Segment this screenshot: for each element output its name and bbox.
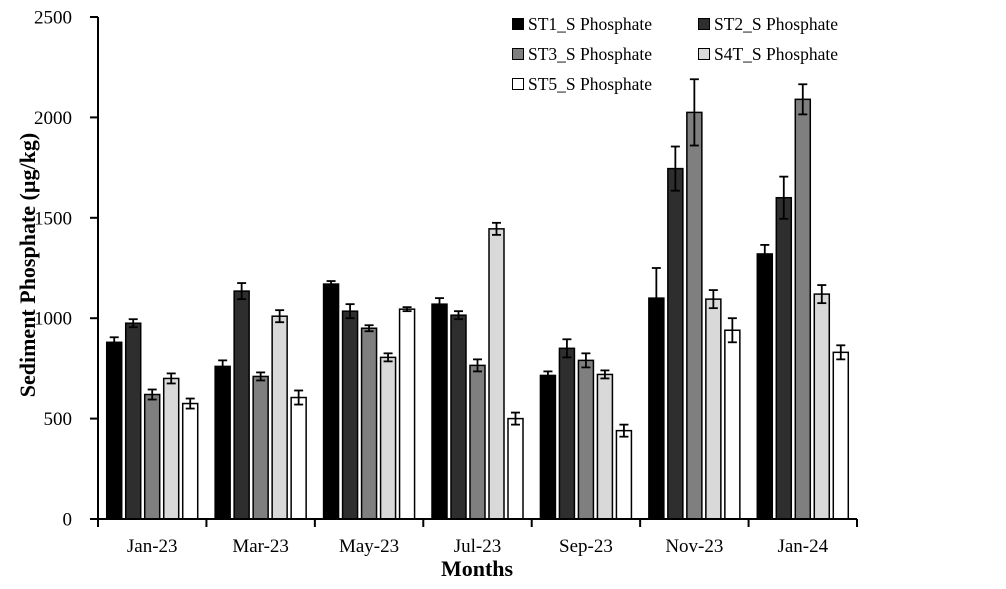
legend-marker-st1-icon bbox=[512, 18, 524, 30]
bar-st1-jan-24 bbox=[756, 253, 774, 520]
x-category-label: Sep-23 bbox=[559, 536, 613, 557]
chart-legend: ST1_S Phosphate ST2_S Phosphate ST3_S Ph… bbox=[512, 13, 838, 95]
bar-s4t-jan-24 bbox=[813, 293, 831, 520]
legend-label-s4t: S4T_S Phosphate bbox=[714, 43, 838, 64]
bar-st5-jan-24 bbox=[832, 351, 850, 520]
legend-marker-st2-icon bbox=[698, 18, 710, 30]
bar-st3-may-23 bbox=[360, 327, 378, 520]
bar-st1-may-23 bbox=[322, 283, 340, 520]
bar-st3-jan-23 bbox=[143, 393, 161, 520]
bar-st5-jul-23 bbox=[507, 417, 524, 520]
bar-st1-jul-23 bbox=[431, 303, 448, 520]
x-category-label: Jan-24 bbox=[777, 536, 828, 557]
x-category-label: Nov-23 bbox=[665, 536, 723, 557]
bar-st5-sep-23 bbox=[615, 429, 633, 520]
bar-st3-mar-23 bbox=[252, 375, 269, 520]
bar-st5-jan-23 bbox=[181, 402, 199, 520]
bar-s4t-may-23 bbox=[379, 356, 397, 520]
bar-st5-mar-23 bbox=[290, 396, 307, 520]
y-tick-label: 2500 bbox=[34, 8, 72, 29]
x-axis-title: Months bbox=[440, 556, 514, 581]
y-tick-label: 0 bbox=[63, 510, 73, 531]
bar-st2-jul-23 bbox=[450, 314, 467, 520]
legend-label-st5: ST5_S Phosphate bbox=[528, 73, 652, 94]
bar-s4t-nov-23 bbox=[705, 298, 722, 520]
legend-item-st2: ST2_S Phosphate bbox=[698, 13, 838, 35]
x-category-label: Jul-23 bbox=[454, 536, 502, 557]
legend-marker-st5-icon bbox=[512, 78, 524, 90]
bar-st1-mar-23 bbox=[214, 365, 231, 520]
bar-s4t-jan-23 bbox=[162, 377, 180, 520]
bar-st2-nov-23 bbox=[667, 167, 684, 520]
bar-st5-nov-23 bbox=[724, 329, 741, 520]
bar-st2-sep-23 bbox=[558, 347, 576, 520]
legend-item-st5: ST5_S Phosphate bbox=[512, 73, 698, 95]
legend-item-st3: ST3_S Phosphate bbox=[512, 43, 698, 65]
bar-s4t-sep-23 bbox=[596, 373, 614, 520]
y-tick-label: 500 bbox=[44, 409, 73, 430]
y-tick-label: 1000 bbox=[34, 309, 72, 330]
bar-st3-jan-24 bbox=[794, 98, 812, 520]
bar-st1-nov-23 bbox=[648, 297, 665, 520]
legend-label-st2: ST2_S Phosphate bbox=[714, 13, 838, 34]
x-category-label: May-23 bbox=[339, 536, 399, 557]
bar-st3-sep-23 bbox=[577, 359, 595, 520]
y-axis-title: Sediment Phosphate (µg/kg) bbox=[15, 132, 40, 398]
legend-item-st1: ST1_S Phosphate bbox=[512, 13, 698, 35]
legend-label-st1: ST1_S Phosphate bbox=[528, 13, 652, 34]
bar-s4t-mar-23 bbox=[271, 315, 288, 520]
bar-st1-sep-23 bbox=[539, 374, 557, 520]
y-tick-label: 2000 bbox=[34, 108, 72, 129]
bar-st5-may-23 bbox=[398, 308, 416, 520]
bar-st3-nov-23 bbox=[686, 111, 703, 520]
legend-item-s4t: S4T_S Phosphate bbox=[698, 43, 838, 65]
legend-marker-st3-icon bbox=[512, 48, 524, 60]
bar-st3-jul-23 bbox=[469, 364, 486, 520]
bar-st2-jan-23 bbox=[124, 322, 142, 520]
y-tick-label: 1500 bbox=[34, 208, 72, 229]
legend-label-st3: ST3_S Phosphate bbox=[528, 43, 652, 64]
bar-s4t-jul-23 bbox=[488, 228, 505, 520]
bar-st2-mar-23 bbox=[233, 290, 250, 520]
bar-st2-may-23 bbox=[341, 310, 359, 520]
bar-st1-jan-23 bbox=[105, 341, 123, 520]
x-category-label: Jan-23 bbox=[127, 536, 178, 557]
bar-st2-jan-24 bbox=[775, 196, 793, 520]
x-category-label: Mar-23 bbox=[232, 536, 289, 557]
legend-marker-s4t-icon bbox=[698, 48, 710, 60]
